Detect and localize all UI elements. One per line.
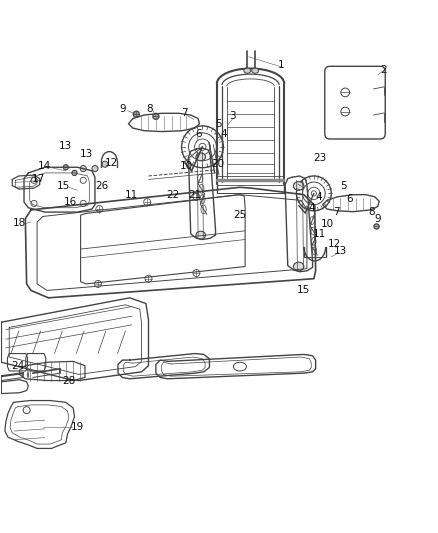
Text: 15: 15 [297, 286, 311, 295]
Text: 19: 19 [71, 422, 84, 432]
Text: 1: 1 [278, 60, 284, 70]
Text: 6: 6 [195, 129, 201, 139]
Text: 28: 28 [62, 376, 75, 385]
Text: 4: 4 [316, 192, 322, 202]
Text: 15: 15 [57, 181, 70, 191]
Text: 8: 8 [368, 207, 374, 217]
Text: 9: 9 [119, 104, 126, 114]
Text: 7: 7 [181, 108, 187, 118]
Text: 4: 4 [309, 203, 315, 213]
Ellipse shape [252, 68, 258, 73]
Ellipse shape [72, 171, 77, 175]
Ellipse shape [244, 68, 251, 73]
Text: 11: 11 [312, 229, 326, 239]
Text: 14: 14 [37, 161, 51, 172]
Text: 18: 18 [13, 218, 26, 228]
Text: 12: 12 [104, 158, 118, 168]
Ellipse shape [80, 166, 86, 172]
Ellipse shape [374, 224, 379, 229]
Text: 24: 24 [11, 361, 25, 371]
Ellipse shape [102, 161, 108, 167]
Text: 21: 21 [188, 190, 201, 200]
Text: 10: 10 [321, 219, 334, 229]
Text: 7: 7 [333, 207, 340, 217]
Text: 13: 13 [59, 141, 72, 150]
Text: 13: 13 [80, 149, 93, 159]
Text: 25: 25 [233, 210, 247, 220]
Text: 5: 5 [340, 181, 346, 191]
Ellipse shape [196, 153, 205, 161]
Ellipse shape [196, 231, 205, 239]
Ellipse shape [133, 111, 139, 117]
Text: 23: 23 [313, 152, 327, 163]
Text: 8: 8 [146, 104, 153, 114]
Text: 26: 26 [96, 181, 109, 191]
Text: 17: 17 [32, 174, 45, 183]
Text: 13: 13 [334, 246, 347, 256]
Ellipse shape [293, 262, 304, 271]
Text: 2: 2 [380, 65, 387, 75]
Ellipse shape [92, 166, 98, 172]
Text: 20: 20 [212, 159, 225, 169]
Text: 6: 6 [346, 194, 353, 204]
Ellipse shape [63, 165, 68, 170]
Text: 11: 11 [124, 190, 138, 200]
Ellipse shape [153, 114, 159, 119]
Text: 3: 3 [230, 111, 236, 122]
Text: 4: 4 [220, 129, 226, 139]
Text: 10: 10 [180, 160, 193, 171]
Text: 9: 9 [374, 214, 381, 224]
Text: 12: 12 [328, 239, 341, 249]
Text: 22: 22 [167, 190, 180, 200]
Text: 16: 16 [64, 197, 77, 207]
Ellipse shape [293, 182, 304, 190]
Text: 5: 5 [215, 119, 222, 129]
